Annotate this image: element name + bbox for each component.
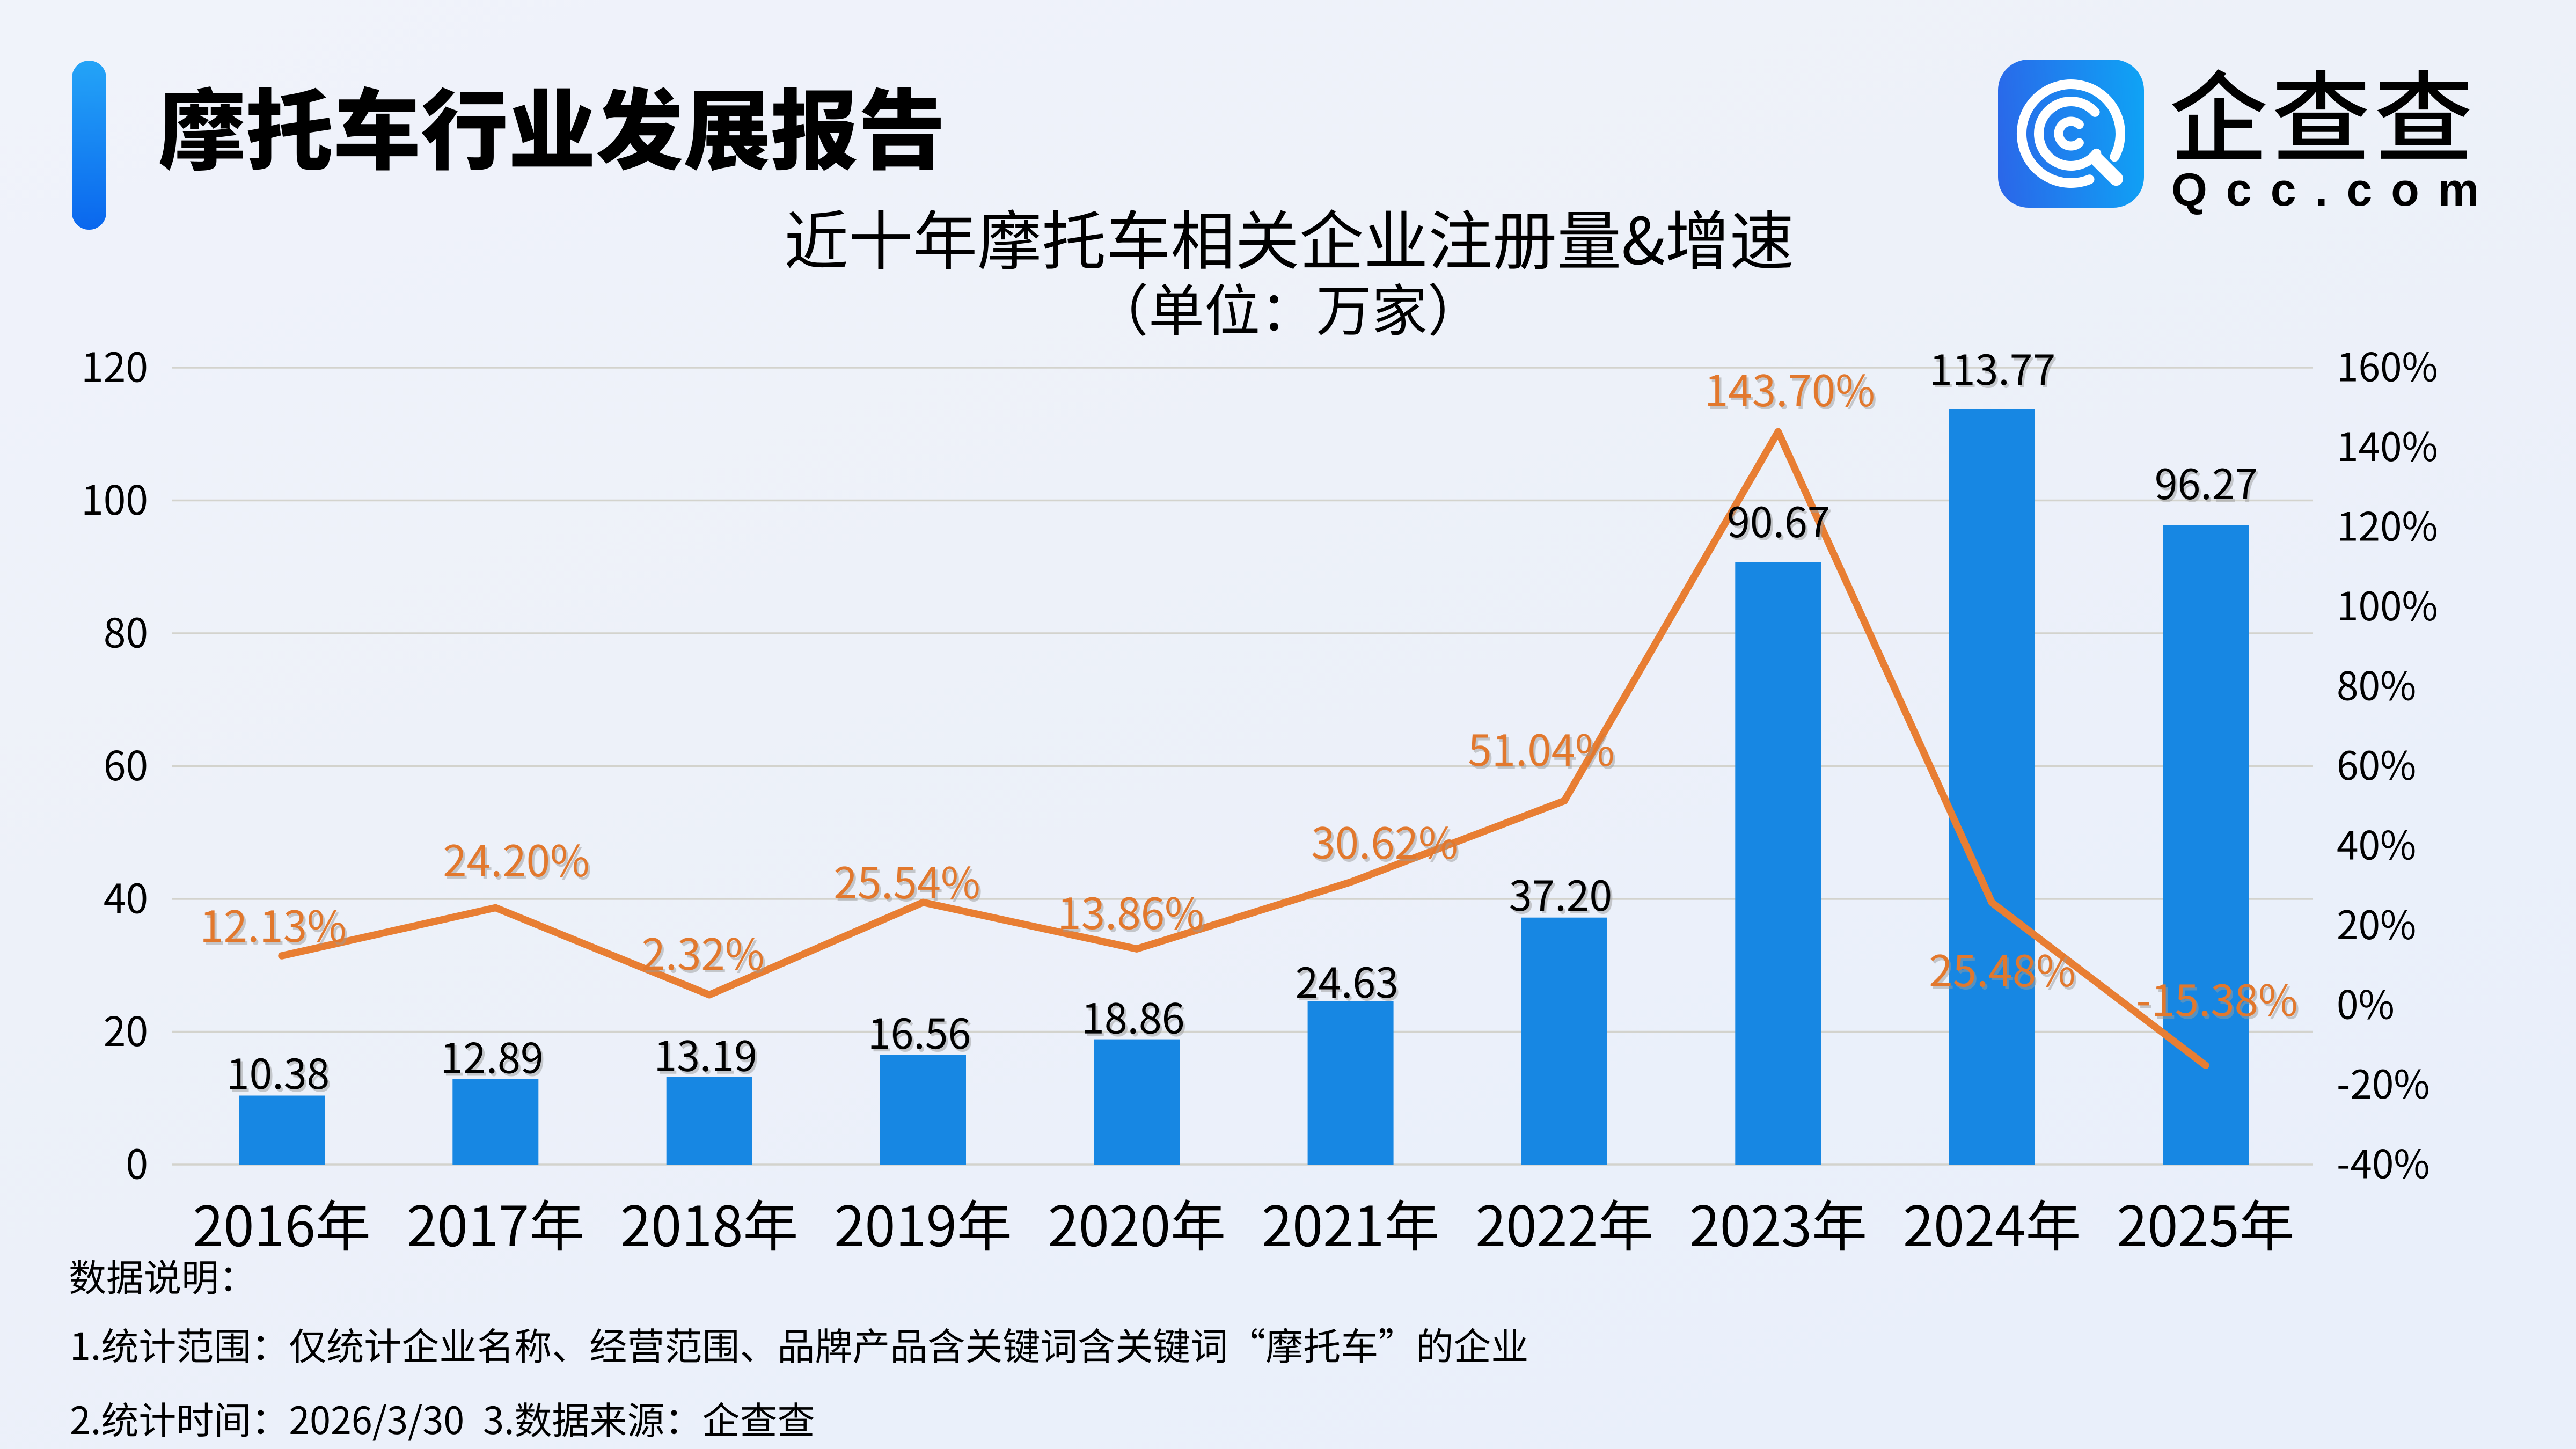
svg-text:Qcc.com: Qcc.com (2171, 164, 2498, 216)
